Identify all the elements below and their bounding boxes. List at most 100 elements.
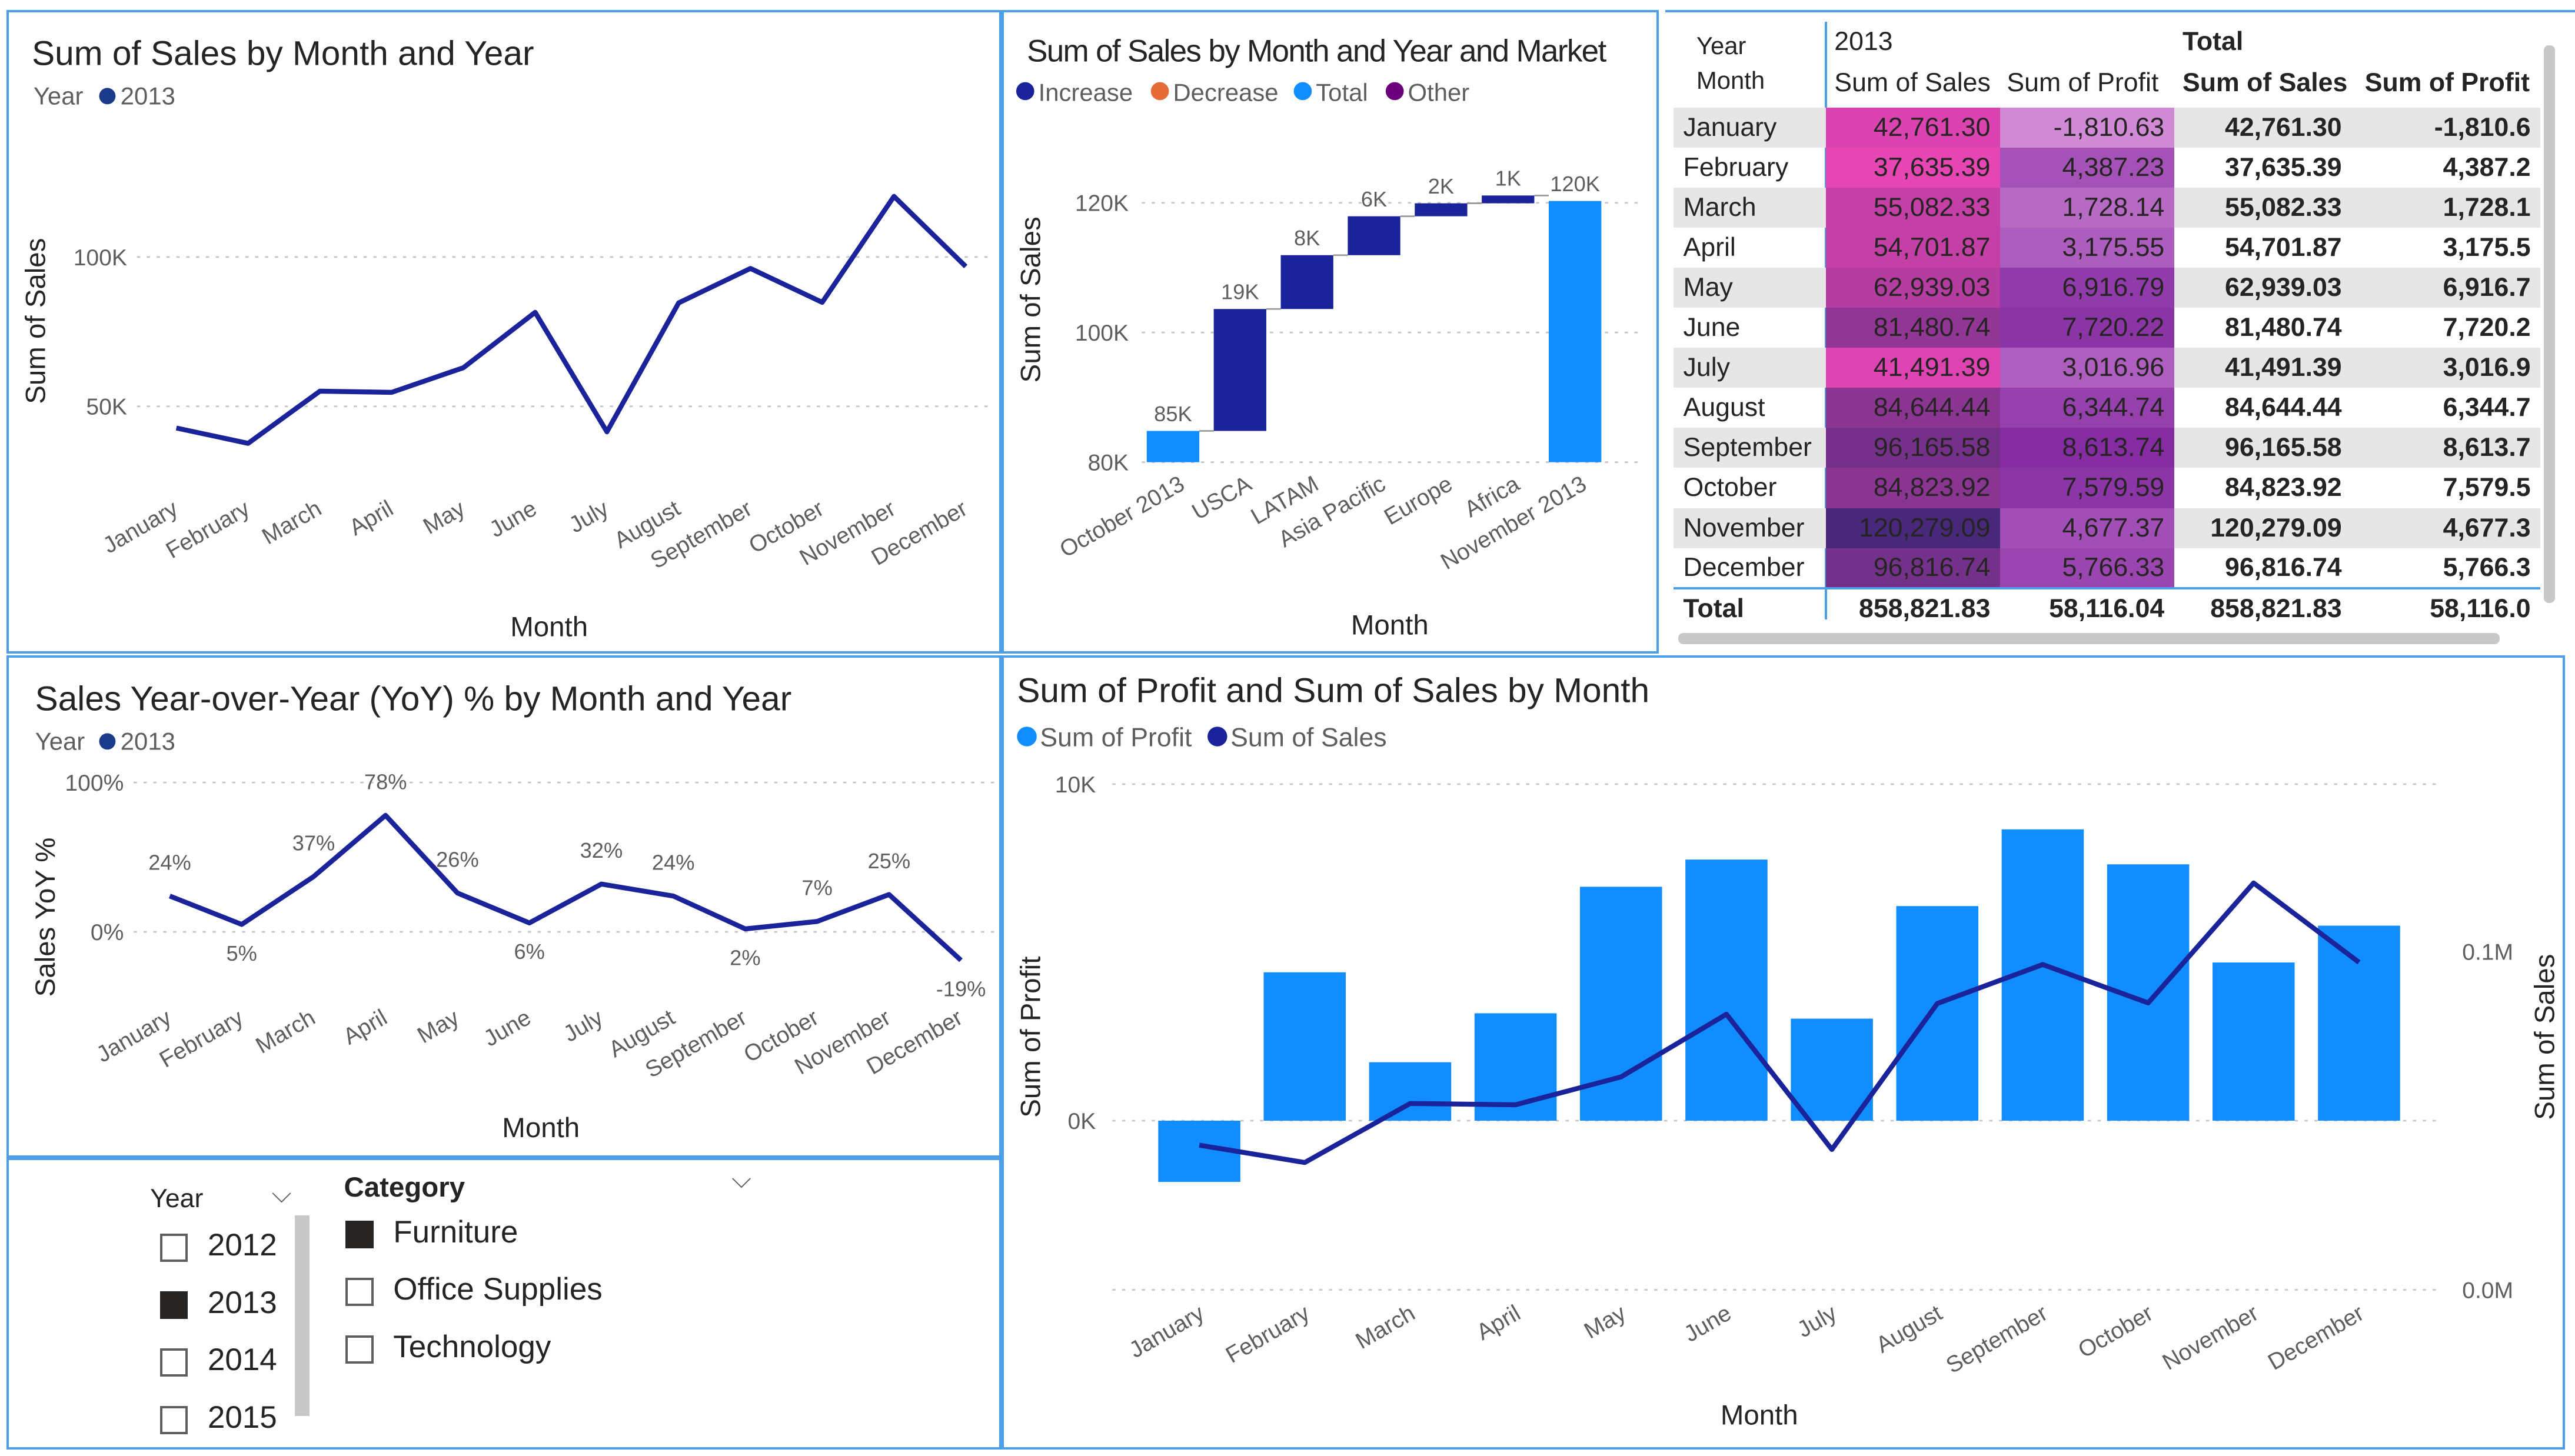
checkbox[interactable] <box>345 1220 374 1249</box>
profit-bar[interactable] <box>1685 859 1768 1121</box>
slicer-year-option[interactable]: 2015 <box>207 1400 277 1435</box>
profit-bar[interactable] <box>1263 972 1346 1121</box>
y-left-tick: 10K <box>1055 772 1096 797</box>
waterfall-bar[interactable] <box>1482 195 1535 204</box>
legend-item-total[interactable]: Total <box>1316 78 1368 106</box>
vertical-scrollbar[interactable] <box>2543 45 2556 604</box>
waterfall-bar[interactable] <box>1214 308 1267 431</box>
profit-bar[interactable] <box>2318 925 2401 1121</box>
x-tick-label: October <box>2074 1300 2158 1363</box>
matrix-row[interactable]: May 62,939.03 6,916.79 62,939.03 6,916.7 <box>1673 267 2541 308</box>
matrix-row[interactable]: August 84,644.44 6,344.74 84,644.44 6,344.7 <box>1674 388 2541 428</box>
col-header-total-sales[interactable]: Sum of Sales <box>2182 68 2348 97</box>
cell-profit: 7,579.59 <box>2000 468 2174 508</box>
matrix-body: January 42,761.30 -1,810.63 42,761.30 -1,810… <box>1673 107 2541 628</box>
legend-item-decrease[interactable]: Decrease <box>1173 78 1279 106</box>
slicer-year-option[interactable]: 2013 <box>207 1285 277 1320</box>
y-left-axis-title: Sum of Profit <box>1016 956 1047 1117</box>
x-tick-label: June <box>1680 1300 1736 1347</box>
series-line-2013[interactable] <box>175 194 968 446</box>
profit-bar[interactable] <box>1369 1062 1452 1121</box>
cell-total-sales: 120,279.09 <box>2174 508 2352 548</box>
cell-total-sales: 54,701.87 <box>2225 232 2342 262</box>
row-label: January <box>1673 107 1827 148</box>
slicer-scrollbar[interactable] <box>294 1215 310 1416</box>
checkbox[interactable] <box>159 1406 188 1434</box>
checkbox[interactable] <box>159 1234 188 1262</box>
data-label: -19% <box>936 977 986 1001</box>
x-tick-label: November <box>2158 1300 2263 1375</box>
chevron-down-icon[interactable]: ⌵ <box>731 1164 751 1194</box>
waterfall-bar[interactable] <box>1348 216 1401 255</box>
matrix-row[interactable]: April 54,701.87 3,175.55 54,701.87 3,175.5 <box>1674 227 2541 268</box>
data-labels: 24% 5% 37% 78% 26% 6% 32% 24% 2% 7% 25% -19% <box>148 769 986 1001</box>
row-label: June <box>1683 313 1741 342</box>
yoy-visual[interactable]: Sales Year-over-Year (YoY) % by Month an… <box>6 655 1002 1158</box>
row-label: September <box>1673 428 1827 468</box>
slicer-category-option[interactable]: Technology <box>393 1329 551 1364</box>
cell-total-sales: 81,480.74 <box>2225 313 2342 342</box>
x-tick-label: May <box>413 1004 464 1048</box>
slicer-category-option[interactable]: Office Supplies <box>393 1272 603 1307</box>
y-tick-label: 100% <box>65 771 124 796</box>
checkbox[interactable] <box>159 1291 188 1320</box>
waterfall-bar[interactable] <box>1147 431 1200 462</box>
data-label: 19K <box>1221 279 1259 304</box>
horizontal-scrollbar[interactable] <box>1678 632 2500 645</box>
checkbox[interactable] <box>345 1278 374 1306</box>
legend-item-increase[interactable]: Increase <box>1039 78 1133 106</box>
legend-item-sales[interactable]: Sum of Sales <box>1231 723 1388 752</box>
data-label: 6% <box>514 939 545 964</box>
waterfall-bar[interactable] <box>1280 255 1334 309</box>
matrix-row[interactable]: December 96,816.74 5,766.33 96,816.74 5,766.… <box>1674 548 2541 588</box>
checkbox[interactable] <box>159 1348 188 1377</box>
x-tick-label: August <box>1872 1300 1947 1358</box>
profit-bar[interactable] <box>1791 1018 1874 1121</box>
legend-marker <box>99 732 116 749</box>
matrix-row[interactable]: June 81,480.74 7,720.22 81,480.74 7,720.2 <box>1674 308 2541 348</box>
matrix-row[interactable]: November 120,279.09 4,677.37 120,279.09 4,67… <box>1673 508 2541 548</box>
y-axis-title: Sum of Sales <box>1016 216 1047 382</box>
series-line-sales[interactable] <box>1199 880 2361 1165</box>
cell-total-profit: 8,613.7 <box>2351 428 2541 468</box>
matrix-row[interactable]: July 41,491.39 3,016.96 41,491.39 3,016.9 <box>1673 348 2541 388</box>
col-header-sales[interactable]: Sum of Sales <box>1834 68 1991 97</box>
matrix-row[interactable]: September 96,165.58 8,613.74 96,165.58 8,613… <box>1673 428 2541 468</box>
slicer-year-option[interactable]: 2014 <box>207 1342 277 1378</box>
slicer-year-option[interactable]: 2012 <box>207 1227 277 1262</box>
matrix-row[interactable]: January 42,761.30 -1,810.63 42,761.30 -1,810… <box>1673 107 2541 148</box>
matrix-row[interactable]: March 55,082.33 1,728.14 55,082.33 1,728.1 <box>1673 187 2541 228</box>
matrix-row[interactable]: October 84,823.92 7,579.59 84,823.92 7,579.5 <box>1674 468 2541 508</box>
combo-visual[interactable]: Sum of Profit and Sum of Sales by Month … <box>1002 655 2566 1450</box>
legend-item-2013[interactable]: 2013 <box>121 82 175 109</box>
slicer-category-option[interactable]: Furniture <box>393 1214 518 1250</box>
cell-total-profit: 6,344.7 <box>2443 393 2531 422</box>
chart-title: Sum of Sales by Month and Year <box>32 34 534 72</box>
grand-total-sales: 858,821.83 <box>2174 587 2352 628</box>
x-tick-label: April <box>1472 1300 1525 1345</box>
matrix-visual[interactable]: Year Month 2013 Total Sum of Sales Sum o… <box>1665 9 2575 654</box>
col-header-profit[interactable]: Sum of Profit <box>2007 68 2159 97</box>
profit-bar[interactable] <box>2213 962 2295 1121</box>
matrix-row[interactable]: February 37,635.39 4,387.23 37,635.39 4,387.… <box>1674 147 2541 188</box>
cell-sales: 81,480.74 <box>1826 308 2001 348</box>
legend-item-other[interactable]: Other <box>1408 78 1470 106</box>
y-axis-title: Sales YoY % <box>30 837 61 997</box>
waterfall-visual[interactable]: Sum of Sales by Month and Year and Marke… <box>1002 9 1659 654</box>
profit-bar[interactable] <box>1896 905 1979 1121</box>
waterfall-bar[interactable] <box>1415 203 1468 216</box>
legend-item-profit[interactable]: Sum of Profit <box>1040 723 1193 752</box>
sales-by-month-visual[interactable]: Sum of Sales by Month and Year Year 2013… <box>6 9 1002 654</box>
checkbox[interactable] <box>345 1335 374 1364</box>
col-header-total-profit[interactable]: Sum of Profit <box>2364 68 2530 97</box>
x-tick-label: April <box>339 1005 391 1049</box>
sales-profit-matrix: Year Month 2013 Total Sum of Sales Sum o… <box>1673 22 2541 642</box>
waterfall-bar[interactable] <box>1549 201 1602 462</box>
legend-item-2013[interactable]: 2013 <box>121 727 175 755</box>
series-line-2013[interactable] <box>169 812 963 962</box>
chevron-down-icon[interactable]: ⌵ <box>271 1179 292 1208</box>
cell-total-profit: -1,810.6 <box>2351 107 2541 148</box>
y-left-tick: 0K <box>1068 1108 1096 1134</box>
